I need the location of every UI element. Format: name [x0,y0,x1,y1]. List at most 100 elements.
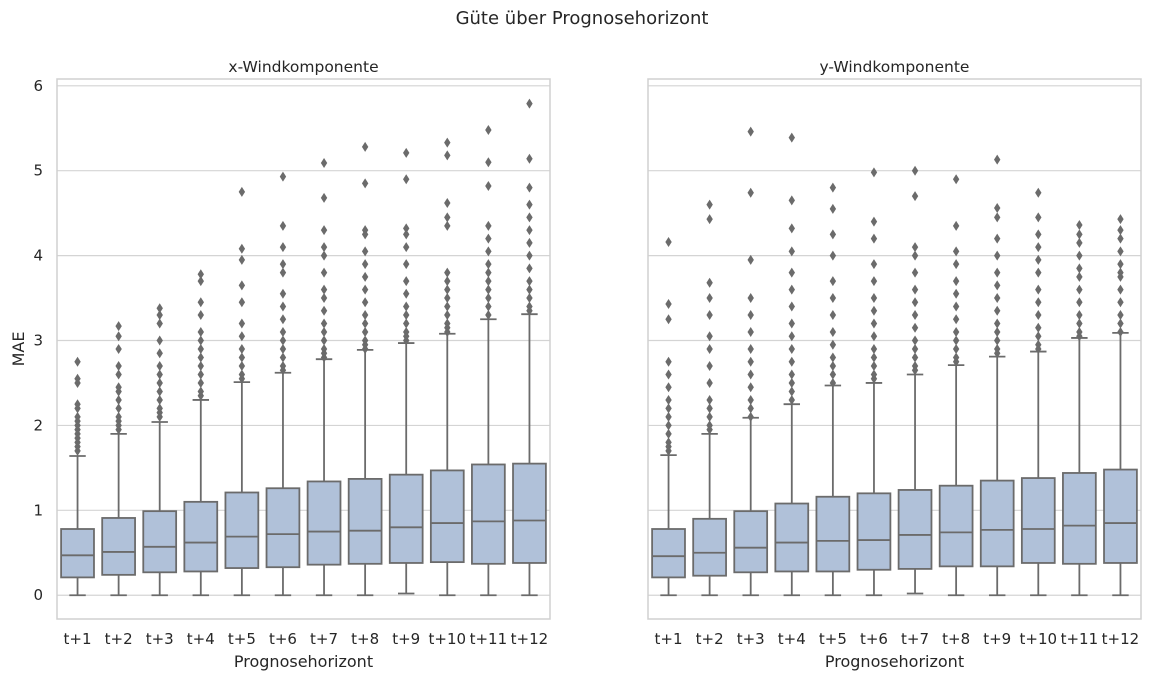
outlier-marker [1117,297,1124,308]
outlier-marker [870,167,878,178]
outlier-marker [994,327,1001,338]
outlier-marker [320,192,328,203]
outlier-marker [115,394,122,405]
outlier-marker [526,182,533,193]
outlier-marker [788,223,795,234]
outlier-marker [115,411,122,422]
box-t+8 [347,141,383,597]
outlier-marker [320,267,328,278]
x-tick-label: t+6 [269,630,297,648]
x-tick-label: t+11 [470,630,508,648]
box-t+4 [774,132,810,597]
outlier-marker [994,305,1001,316]
outlier-marker [994,203,1001,214]
outlier-marker [444,220,451,231]
outlier-marker [115,403,122,414]
box-iqr [979,479,1015,568]
outlier-marker [526,199,533,210]
outlier-marker [870,293,878,304]
outlier-marker [1035,339,1042,350]
outlier-marker [994,250,1001,261]
outlier-marker [485,157,492,168]
outlier-marker [197,297,204,308]
outlier-marker [197,335,204,346]
outlier-marker [1117,310,1124,321]
box-iqr [183,500,219,573]
outlier-marker [279,242,287,253]
x-tick-label: t+2 [696,630,724,648]
box-t+5 [224,186,260,597]
outlier-marker [238,243,246,254]
box-iqr [347,478,383,565]
x-tick-label: t+5 [228,630,256,648]
outlier-marker [911,284,919,295]
outlier-marker [156,318,163,329]
outlier-marker [747,344,754,354]
subplots: 0 1 2 3 4 5 6 x-Windkomponente Prognosehorizont M… [9,58,1142,671]
x-tick-label: t+10 [1020,630,1058,648]
outlier-marker [1035,284,1042,295]
box-iqr [306,480,342,566]
outlier-marker [320,344,328,354]
outlier-marker [197,344,204,354]
subplot-1: 0 1 2 3 4 5 6 x-Windkomponente Prognosehorizont M… [9,58,551,671]
outlier-marker [361,297,369,308]
x-tick-label: t+7 [310,630,338,648]
outlier-marker [320,158,328,169]
outlier-marker [485,267,492,278]
outlier-marker [870,369,878,380]
outlier-marker [1035,331,1042,342]
x-tick-label: t+4 [778,630,806,648]
box-iqr [429,469,465,564]
outlier-marker [403,174,410,185]
outlier-marker [952,174,960,185]
outlier-marker [747,394,754,405]
outlier-marker [361,225,369,236]
box-t+2 [692,199,727,597]
outlier-marker [197,360,204,371]
outlier-marker [952,246,960,257]
outlier-marker [197,310,204,321]
outlier-marker [1035,267,1042,278]
outlier-marker [1117,214,1124,225]
outlier-marker [403,223,410,234]
outlier-marker [444,284,451,295]
box-iqr [265,487,301,569]
outlier-marker [238,186,246,197]
outlier-marker [156,310,163,321]
outlier-marker [665,437,672,448]
box-iqr [1062,472,1097,565]
outlier-marker [747,187,754,198]
x-tick-label: t+11 [1061,630,1099,648]
outlier-marker [829,310,837,321]
outlier-marker [320,250,328,261]
outlier-marker [279,335,287,346]
outlier-marker [238,318,246,329]
outlier-marker [952,288,960,299]
outlier-marker [238,280,246,291]
x-axis-label: Prognosehorizont [825,652,964,671]
outlier-marker [870,276,878,287]
outlier-marker [197,327,204,338]
outlier-marker [1035,310,1042,321]
box-t+6 [265,171,301,597]
outlier-marker [320,305,328,316]
outlier-marker [115,331,122,342]
outlier-marker [403,301,410,312]
outlier-marker [911,250,919,261]
box-iqr [692,517,727,577]
outlier-marker [747,369,754,380]
outlier-marker [706,214,713,225]
outlier-marker [279,352,287,363]
x-tick-label: t+1 [655,630,683,648]
outlier-marker [665,314,672,325]
outlier-marker [361,284,369,295]
outlier-marker [952,301,960,312]
outlier-marker [238,344,246,354]
outlier-marker [485,180,492,191]
outlier-marker [1076,263,1083,274]
outlier-marker [911,242,919,253]
outlier-marker [1117,267,1124,278]
x-tick-label: t+8 [942,630,970,648]
